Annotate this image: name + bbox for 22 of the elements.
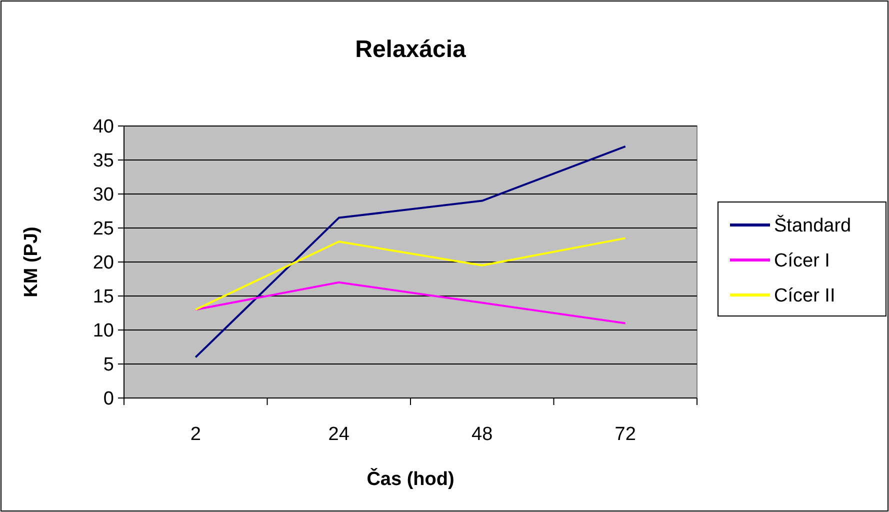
y-tick-label: 5 (103, 354, 114, 376)
x-tick-label: 24 (328, 424, 350, 445)
y-tick-label: 35 (92, 150, 114, 172)
chart-title: Relaxácia (355, 36, 467, 63)
line-series (194, 237, 626, 311)
y-tick-label: 15 (92, 286, 114, 308)
y-tick-label: 10 (92, 320, 114, 342)
y-tick-label: 0 (103, 388, 114, 410)
legend-label: Štandard (774, 214, 852, 237)
x-tick-label: 48 (472, 424, 493, 445)
x-axis-title: Čas (hod) (366, 467, 454, 490)
y-tick-label: 30 (92, 184, 114, 206)
y-tick-label: 40 (92, 116, 114, 138)
y-tick-label: 20 (92, 252, 114, 274)
y-tick-label: 25 (92, 218, 114, 240)
line-series (194, 281, 626, 324)
line-series (194, 145, 626, 358)
legend-label: Cícer I (774, 250, 830, 272)
x-tick-label: 72 (614, 424, 636, 445)
x-tick-label: 2 (190, 424, 201, 445)
y-axis-title: KM (PJ) (21, 226, 42, 298)
legend-label: Cícer II (774, 286, 836, 307)
